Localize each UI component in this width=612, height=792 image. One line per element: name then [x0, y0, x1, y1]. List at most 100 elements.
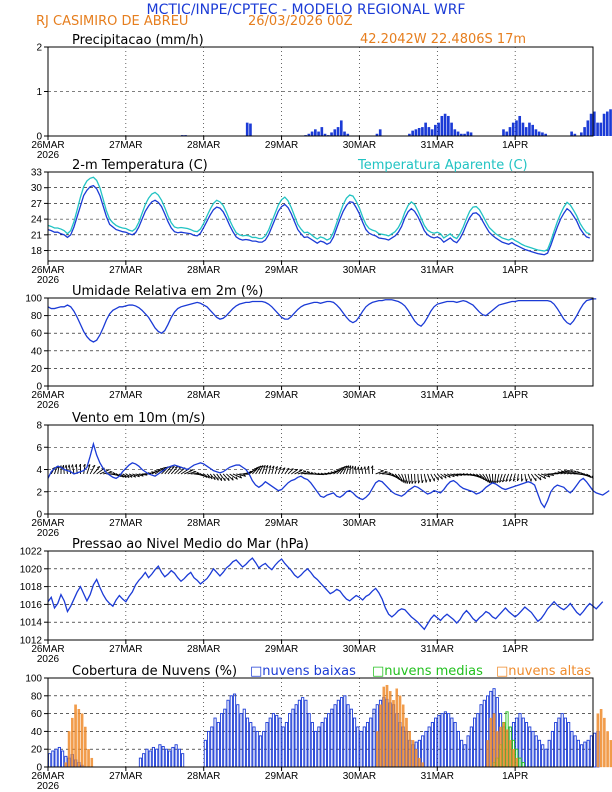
y-tick-label: 40 [31, 727, 43, 738]
wind-vector [537, 473, 546, 480]
wind-vector [583, 473, 592, 478]
cloud-bar-nuvens-baixas [534, 735, 538, 768]
wind-vector-head [310, 471, 314, 474]
y-tick-label: 6 [36, 443, 42, 454]
y-tick-label: 33 [31, 168, 43, 179]
wind-vector [229, 473, 238, 480]
wind-vector [248, 467, 258, 475]
wind-vector [284, 467, 290, 475]
x-tick-label: 1APR [502, 644, 528, 655]
wind-vector [216, 473, 223, 481]
cloud-bar-nuvens-baixas [158, 744, 162, 768]
wind-vector-head [444, 475, 447, 479]
wind-vector-head [78, 463, 81, 467]
cloud-bar-nuvens-baixas [155, 748, 159, 768]
x-tick-label: 26MAR [31, 644, 64, 655]
wind-vector-head [74, 464, 77, 468]
precip-bar [343, 131, 346, 136]
wind-vector [200, 473, 208, 478]
wind-vector [482, 473, 489, 483]
cloud-bar-nuvens-baixas [427, 726, 431, 768]
wind-vector [336, 467, 344, 475]
wind-vector [274, 466, 278, 475]
cloud-bar-nuvens-baixas [473, 717, 477, 768]
cloud-bar-nuvens-altas [408, 731, 411, 768]
wind-vector [339, 466, 346, 475]
cloud-bar-nuvens-baixas [275, 714, 279, 768]
wind-vector-head [370, 465, 374, 469]
run-label: 26/03/2026 00Z [248, 14, 353, 29]
legend-low-clouds: □nuvens baixas [250, 664, 356, 679]
wind-vector [236, 473, 246, 477]
chart-title: MCTIC/INPE/CPTEC - MODELO REGIONAL WRF [147, 2, 466, 18]
cloud-bar-nuvens-altas [74, 704, 77, 768]
wind-vector-head [351, 465, 354, 469]
precip-bar [414, 129, 418, 136]
wind-vector-head [505, 479, 509, 482]
wind-vector [151, 469, 161, 475]
cloud-bar-nuvens-baixas [297, 699, 301, 768]
cloud-bar-nuvens-baixas [216, 722, 220, 768]
cloud-bar-nuvens-altas [77, 709, 81, 768]
wind-vector [378, 471, 388, 475]
wind-vector [222, 473, 230, 482]
precip-bar [453, 129, 457, 136]
wind-vector [423, 473, 427, 483]
cloud-bar-nuvens-altas [492, 713, 496, 768]
wind-vector [170, 466, 179, 475]
wind-vector [479, 473, 487, 482]
wind-vector-head [67, 464, 70, 468]
wind-vector [364, 466, 367, 475]
wind-vector [475, 473, 485, 481]
x-tick-label: 27MAR [109, 771, 142, 782]
wind-vector-head [64, 464, 67, 468]
wind-vector-head [92, 464, 96, 468]
cloud-bar-nuvens-altas [606, 731, 609, 768]
cloud-bar-nuvens-baixas [291, 708, 295, 768]
precip-bar [508, 127, 512, 136]
wind-vector-head [525, 478, 528, 482]
wind-vector-head [388, 472, 392, 475]
wind-vector [357, 466, 360, 475]
x-tick-label: 27MAR [109, 140, 142, 151]
wind-vector [570, 472, 580, 475]
cloud-bar-nuvens-baixas [142, 753, 146, 768]
cloud-bar-nuvens-baixas [262, 730, 266, 768]
precip-bar [440, 115, 444, 136]
wind-vector-head [96, 466, 101, 468]
precip-bar [456, 131, 460, 136]
y-tick-label: 40 [31, 346, 43, 357]
wind-vector [349, 465, 352, 475]
wind-vector-head [509, 478, 512, 482]
wind-vector [427, 473, 431, 483]
wind-vector [440, 473, 447, 479]
wind-vector [86, 464, 91, 475]
precip-bar [323, 133, 327, 136]
cloud-bar-nuvens-baixas [164, 748, 168, 768]
cloud-bar-nuvens-altas [379, 704, 382, 768]
wind-vector-head [231, 477, 234, 481]
wind-vector [544, 473, 554, 476]
cloud-bar-nuvens-baixas [469, 726, 473, 768]
cloud-bar-nuvens-altas [509, 740, 512, 768]
cloud-bar-nuvens-baixas [560, 713, 564, 768]
wind-vector-head [418, 480, 421, 484]
precip-bar [521, 122, 525, 136]
precip-bar [317, 131, 320, 136]
apparent-temperature-title: Temperatura Aparente (C) [357, 158, 528, 173]
cloud-bar-nuvens-baixas [434, 717, 438, 768]
location-label: RJ CASIMIRO DE ABREU [36, 14, 188, 29]
cloud-bar-nuvens-baixas [174, 744, 178, 768]
wind-vector [261, 465, 266, 475]
wind-vector-head [228, 477, 230, 481]
cloud-bar-nuvens-baixas [61, 750, 65, 768]
cloud-bar-nuvens-baixas [443, 711, 447, 768]
wind-vector [122, 473, 130, 479]
precip-bar [580, 132, 583, 136]
wind-vector-head [356, 466, 359, 470]
precip-title: Precipitacao (mm/h) [72, 33, 204, 48]
cloud-bar-nuvens-baixas [145, 748, 149, 768]
wind-vector [453, 473, 462, 476]
x-tick-label: 28MAR [187, 265, 220, 276]
